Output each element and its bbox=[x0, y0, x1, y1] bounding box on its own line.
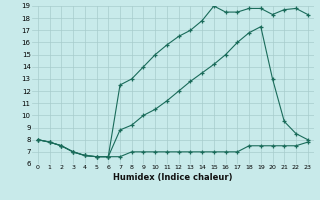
X-axis label: Humidex (Indice chaleur): Humidex (Indice chaleur) bbox=[113, 173, 233, 182]
